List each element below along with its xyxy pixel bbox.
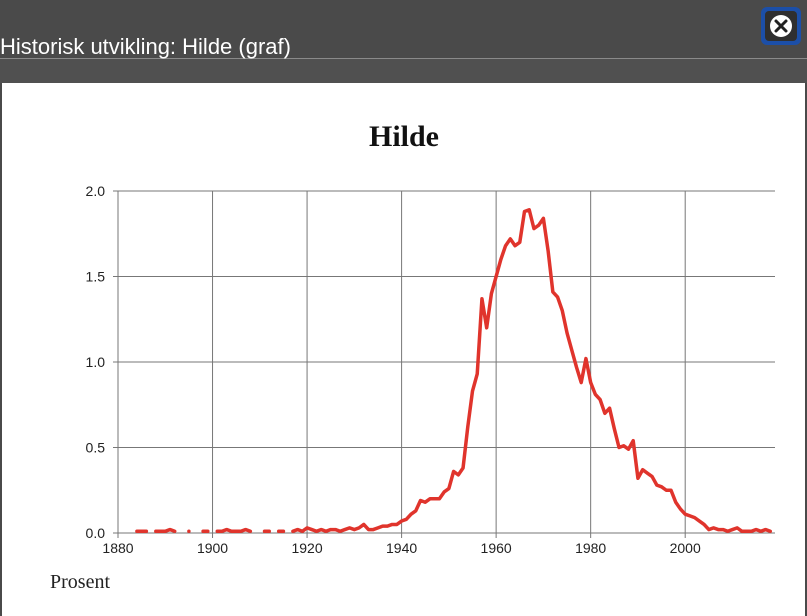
x-tick-label: 1960	[481, 540, 512, 556]
y-tick-label: 0.5	[86, 440, 106, 456]
x-tick-label: 1940	[386, 540, 417, 556]
dialog-title: Historisk utvikling: Hilde (graf)	[0, 34, 291, 59]
x-tick-label: 1880	[102, 540, 133, 556]
x-tick-label: 2000	[670, 540, 701, 556]
x-tick-label: 1920	[291, 540, 322, 556]
y-tick-label: 1.5	[86, 269, 106, 285]
y-tick-label: 2.0	[86, 183, 106, 199]
chart: Hilde Prosent 0.0 0.5 1.0 1.5 2.0 1880 1900 192…	[50, 120, 775, 593]
y-axis-label: Prosent	[50, 571, 110, 593]
header-band	[0, 59, 807, 83]
chart-panel	[2, 83, 805, 616]
title-bar	[0, 0, 807, 58]
close-button[interactable]	[761, 7, 801, 45]
chart-title: Hilde	[369, 120, 439, 153]
y-tick-label: 0.0	[86, 525, 106, 541]
x-tick-label: 1900	[197, 540, 228, 556]
y-tick-label: 1.0	[86, 354, 106, 370]
data-line	[135, 208, 773, 534]
x-tick-label: 1980	[575, 540, 606, 556]
